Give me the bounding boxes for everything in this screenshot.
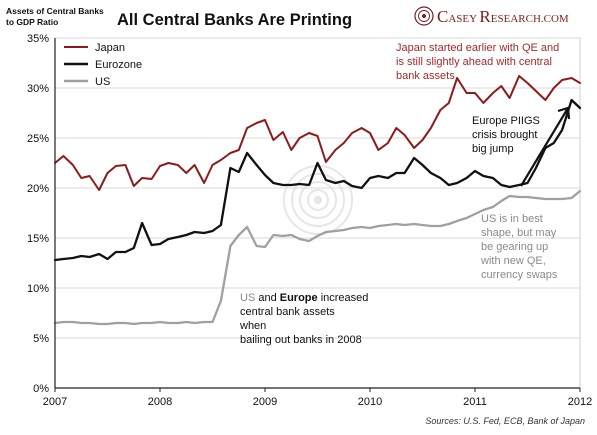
y-axis-ticks: 0% 5% 10% 15% 20% 25% 30% 35% [27,33,49,395]
brand-name-part1: ASEY [448,13,479,25]
x-tick-label-4: 2011 [463,396,487,408]
y-tick-label-2: 10% [27,283,49,295]
seal-logo-icon [414,6,434,26]
legend-label-eurozone: Eurozone [95,59,142,71]
brand-logo: CASEY RESEARCH.COM [414,6,569,26]
chart-title: All Central Banks Are Printing [117,11,352,29]
legend: Japan Eurozone US [64,42,142,88]
annotation-us: US is in best shape, but may be gearing … [480,213,558,281]
brand-letter-c: C [437,7,448,26]
y-tick-label-0: 0% [33,383,49,395]
annotation-us-line1: US is in best [481,213,543,225]
annotation-europe-line3: big jump [472,143,514,155]
annotation-bailout-europe: Europe [280,292,318,304]
annotation-japan: Japan started earlier with QE and is sti… [396,42,559,82]
x-tick-label-1: 2008 [148,396,172,408]
annotation-bailout-us: US [240,292,255,304]
y-tick-label-4: 20% [27,183,49,195]
y-tick-label-6: 30% [27,83,49,95]
annotation-bailout-line4: bailing out banks in 2008 [240,334,362,346]
annotation-japan-line2: is still slightly ahead with central [396,56,552,68]
series-line-eurozone [53,98,582,262]
brand-wordmark: CASEY RESEARCH.COM [437,7,569,26]
annotation-bailout-line1: US and Europe increased [240,292,368,304]
y-tick-label-3: 15% [27,233,49,245]
annotation-bailout-line3: when [239,320,266,332]
annotation-bailout-line2: central bank assets [240,306,335,318]
x-tick-label-2: 2009 [253,396,277,408]
series-lines [53,75,582,326]
annotation-us-line3: be gearing up [481,241,548,253]
annotation-europe: Europe PIIGS crisis brought big jump [472,115,540,155]
sources-note: Sources: U.S. Fed, ECB, Bank of Japan [425,416,585,426]
annotation-europe-line2: crisis brought [472,129,537,141]
x-axis-ticks: 2007 2008 2009 2010 2011 2012 [43,388,592,408]
legend-label-japan: Japan [95,42,125,54]
y-axis-title-line1: Assets of Central Banks [6,6,104,16]
series-line-japan [54,75,581,191]
y-axis-title-line2: to GDP Ratio [6,17,58,27]
annotation-europe-arrow [520,106,571,187]
annotation-japan-line1: Japan started earlier with QE and [396,42,559,54]
series-line-us [53,189,582,326]
watermark-spiral [283,165,353,235]
annotation-japan-line3: bank assets [396,70,455,82]
x-tick-label-5: 2012 [568,396,592,408]
x-tick-label-0: 2007 [43,396,67,408]
annotation-bailout-increased: increased [318,292,369,304]
legend-label-us: US [95,76,110,88]
y-tick-label-1: 5% [33,333,49,345]
annotation-bailout-and: and [255,292,279,304]
brand-letter-r: R [479,7,491,26]
annotation-europe-line1: Europe PIIGS [472,115,540,127]
brand-name-part3: ESEARCH.COM [491,13,569,25]
annotation-us-line4: with new QE, [480,255,546,267]
annotation-bailout: US and Europe increased central bank ass… [239,292,368,346]
y-tick-label-5: 25% [27,133,49,145]
annotation-us-line2: shape, but may [481,227,557,239]
x-tick-label-3: 2010 [358,396,382,408]
annotation-us-line5: currency swaps [481,269,558,281]
y-tick-label-7: 35% [27,33,49,45]
